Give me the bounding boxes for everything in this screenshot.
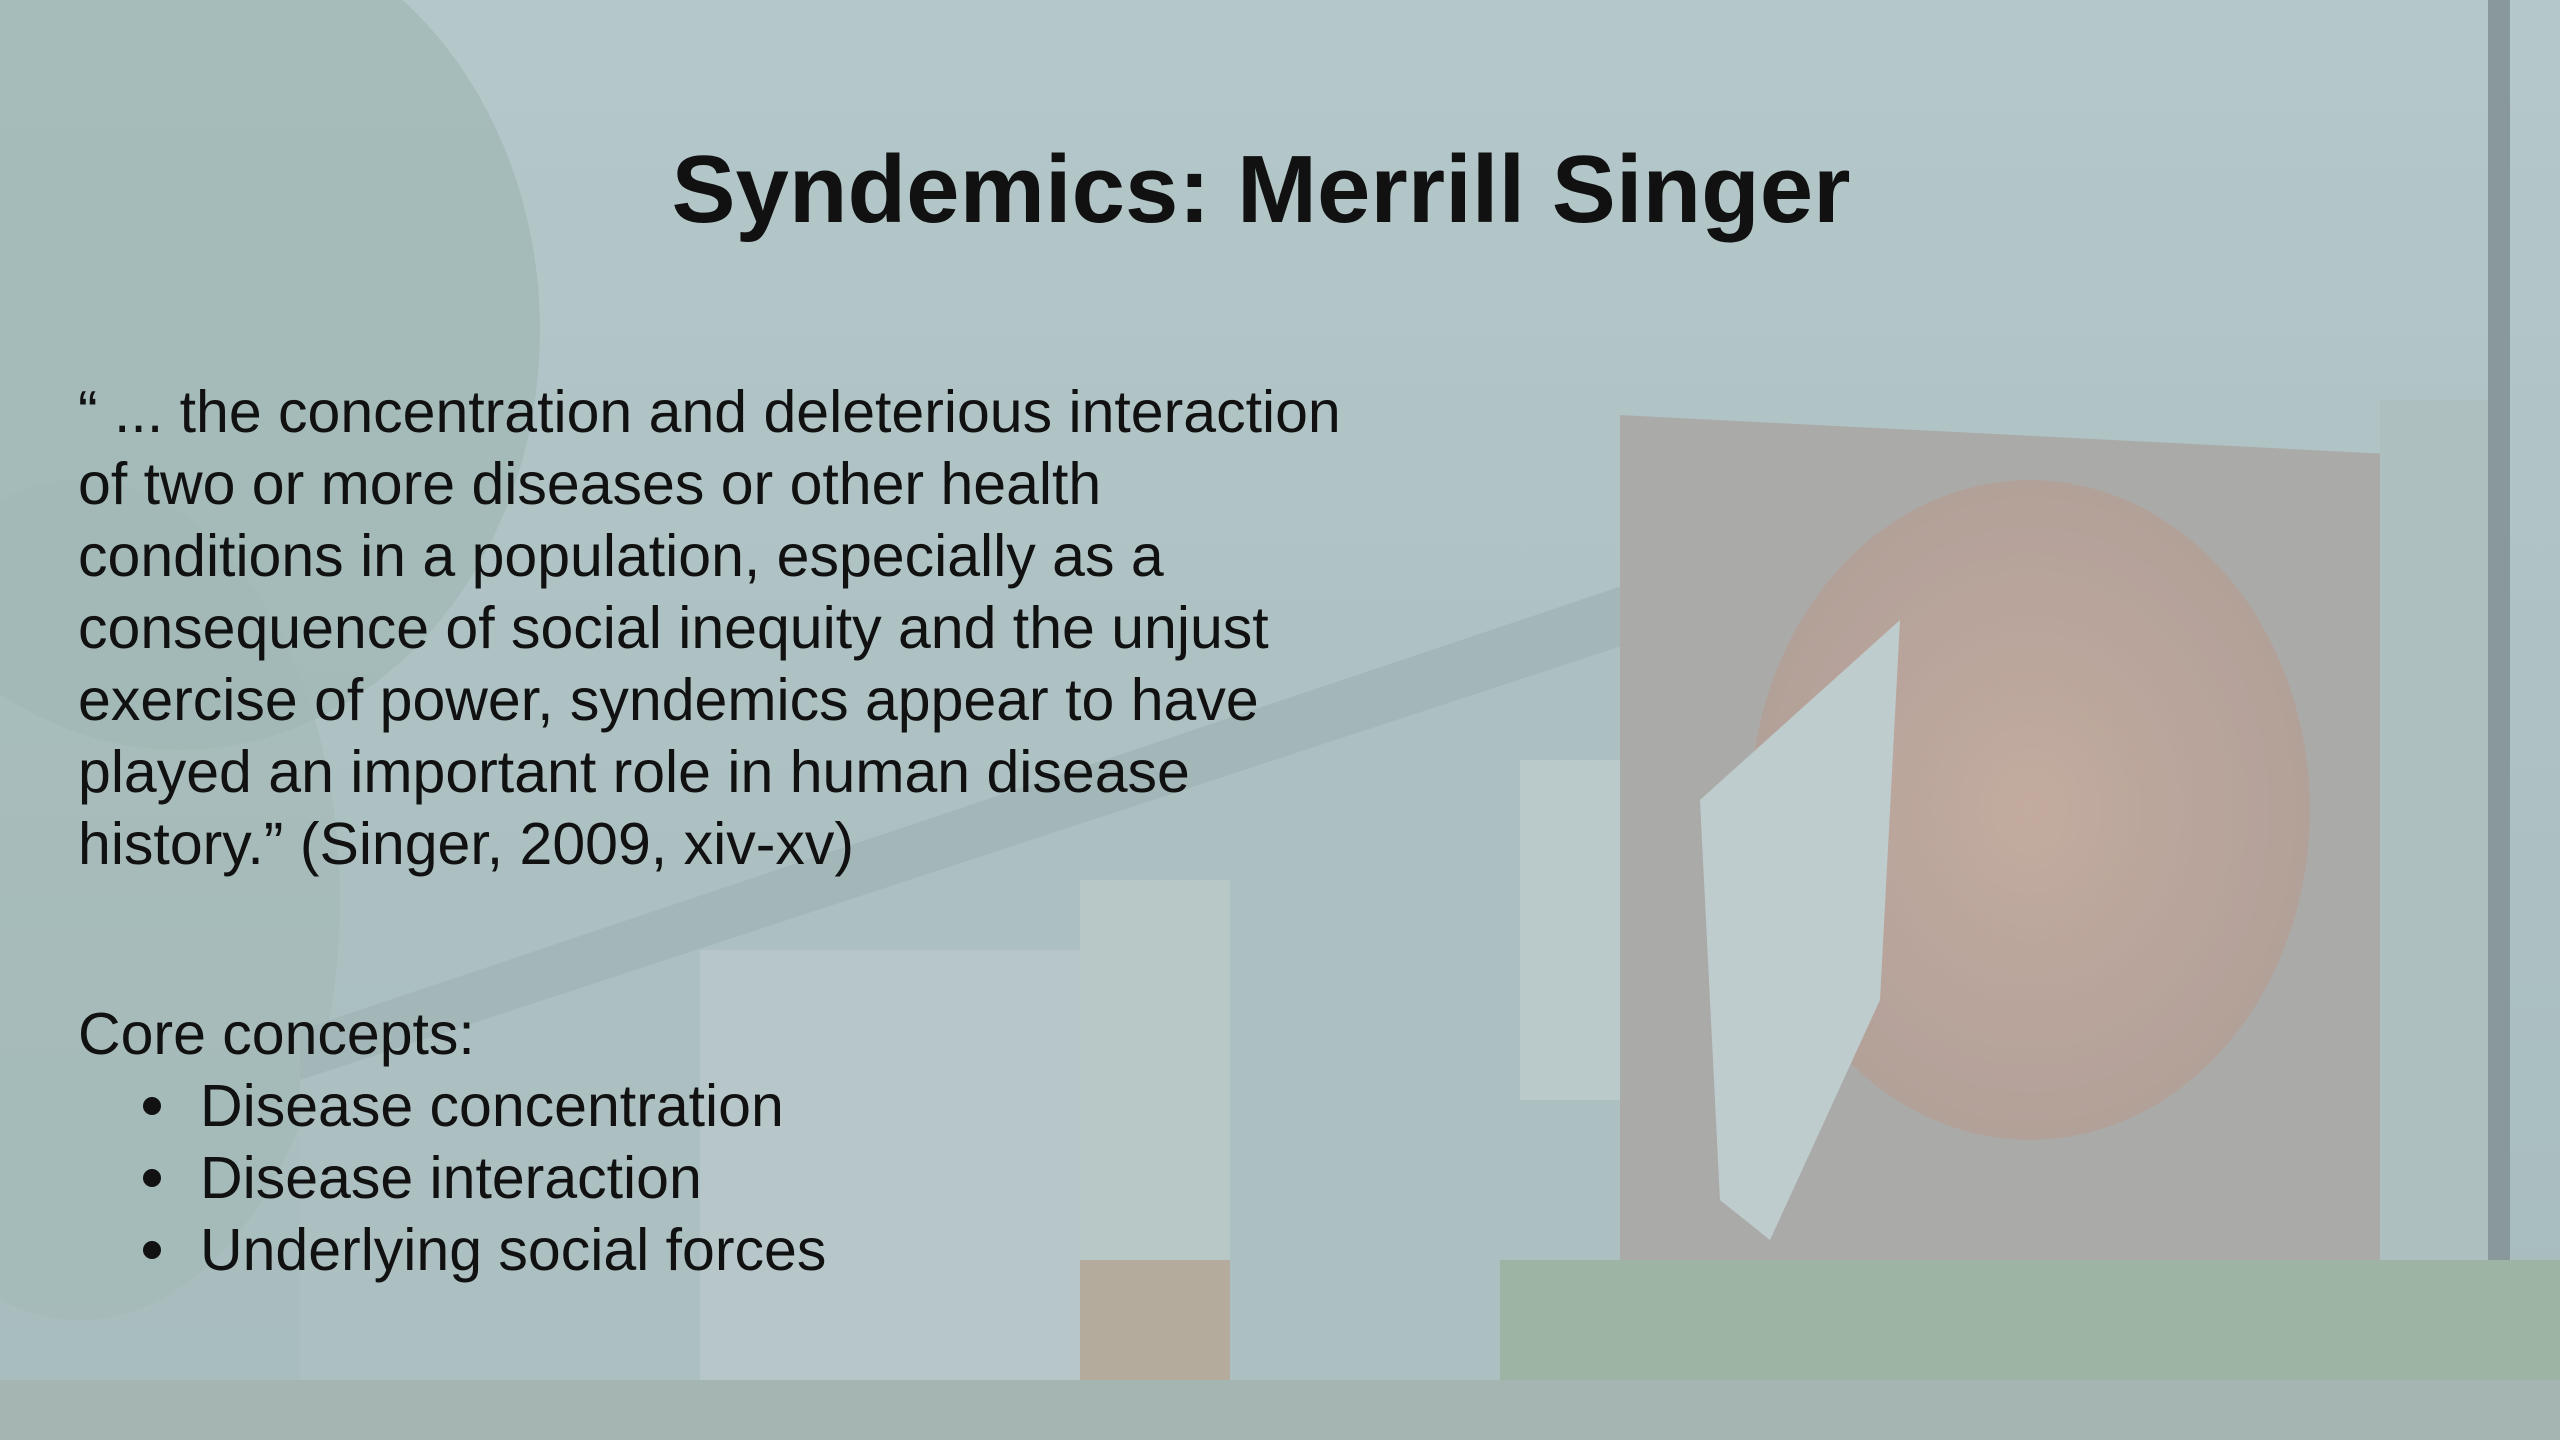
bullet	[143, 1169, 161, 1187]
quote-line: history.” (Singer, 2009, xiv-xv)	[78, 811, 854, 877]
quote-line: played an important role in human diseas…	[78, 739, 1190, 805]
concept-item: Disease concentration	[200, 1073, 784, 1139]
quote-line: “ ... the concentration and deleterious …	[78, 379, 1341, 445]
quote-line: exercise of power, syndemics appear to h…	[78, 667, 1259, 733]
slide: Syndemics: Merrill Singer “ ... the conc…	[0, 0, 2560, 1440]
quote-line: consequence of social inequity and the u…	[78, 595, 1269, 661]
bullet	[143, 1097, 161, 1115]
title: Syndemics: Merrill Singer	[671, 136, 1850, 243]
concepts-heading: Core concepts:	[78, 1001, 475, 1067]
quote-line: of two or more diseases or other health	[78, 451, 1101, 517]
bullet	[143, 1241, 161, 1259]
concept-item: Underlying social forces	[200, 1217, 826, 1283]
page: {"slide": { "title": "Syndemics: Merrill…	[0, 0, 2560, 1440]
quote-line: conditions in a population, especially a…	[78, 523, 1164, 589]
concept-item: Disease interaction	[200, 1145, 702, 1211]
